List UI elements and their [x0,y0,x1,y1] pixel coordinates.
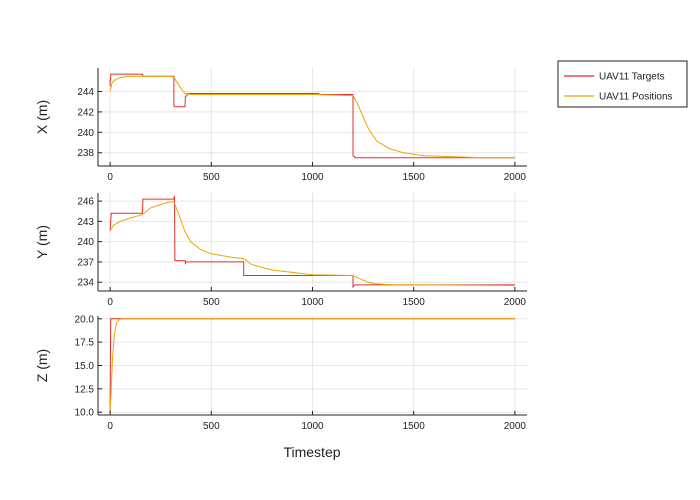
x-tick-label: 1000 [301,172,324,183]
legend-box [557,60,688,108]
legend-label-targets: UAV11 Targets [599,72,665,83]
series-line-uav11-targets [109,73,515,159]
y-tick-label: 238 [77,148,94,159]
x-tick-label: 1500 [403,421,426,432]
y-tick-label: 246 [77,197,94,208]
y-tick-label: 244 [77,87,94,98]
y-tick-label: 12.5 [75,384,95,395]
subplot-x: 0 500 1000 1500 2000 238 240 242 244 X (m) [34,68,527,183]
series-line-uav11-positions [109,201,515,287]
legend: UAV11 Targets UAV11 Positions [557,60,688,108]
x-tick-label: 0 [107,172,113,183]
y-tick-label: 240 [77,237,94,248]
legend-label-positions: UAV11 Positions [599,92,673,103]
y-tick-label: 10.0 [75,408,95,419]
y-tick-label: 243 [77,217,94,228]
x-tick-label: 500 [203,421,220,432]
series-line-uav11-targets [109,195,515,289]
y-tick-label: 240 [77,128,94,139]
x-tick-label: 1500 [403,297,426,308]
x-tick-label: 1000 [301,421,324,432]
y-tick-label: 15.0 [75,361,95,372]
y-axis-label-z: Z (m) [34,349,50,382]
x-tick-label: 0 [107,297,113,308]
x-tick-label: 2000 [504,421,527,432]
y-tick-label: 237 [77,257,94,268]
y-tick-label: 242 [77,107,94,118]
x-tick-label: 1000 [301,297,324,308]
y-tick-label: 17.5 [75,338,95,349]
x-tick-label: 2000 [504,172,527,183]
x-tick-label: 0 [107,421,113,432]
y-axis-label-x: X (m) [34,100,50,134]
y-tick-label: 234 [77,278,94,289]
series-line-uav11-positions [109,75,515,159]
series-line-uav11-positions [109,318,515,410]
x-tick-label: 500 [203,297,220,308]
subplots: 0 500 1000 1500 2000 238 240 242 244 X (m) 0 500 100… [34,68,527,432]
x-tick-label: 500 [203,172,220,183]
x-tick-label: 2000 [504,297,527,308]
y-axis-label-y: Y (m) [34,225,50,259]
subplot-y: 0 500 1000 1500 2000 234 237 240 243 246 Y (m) [34,193,527,308]
y-tick-label: 20.0 [75,314,95,325]
x-tick-label: 1500 [403,172,426,183]
subplot-z: 0 500 1000 1500 2000 10.0 12.5 15.0 17.5 20.0 Z (m… [34,314,527,432]
x-axis-label: Timestep [283,444,340,460]
